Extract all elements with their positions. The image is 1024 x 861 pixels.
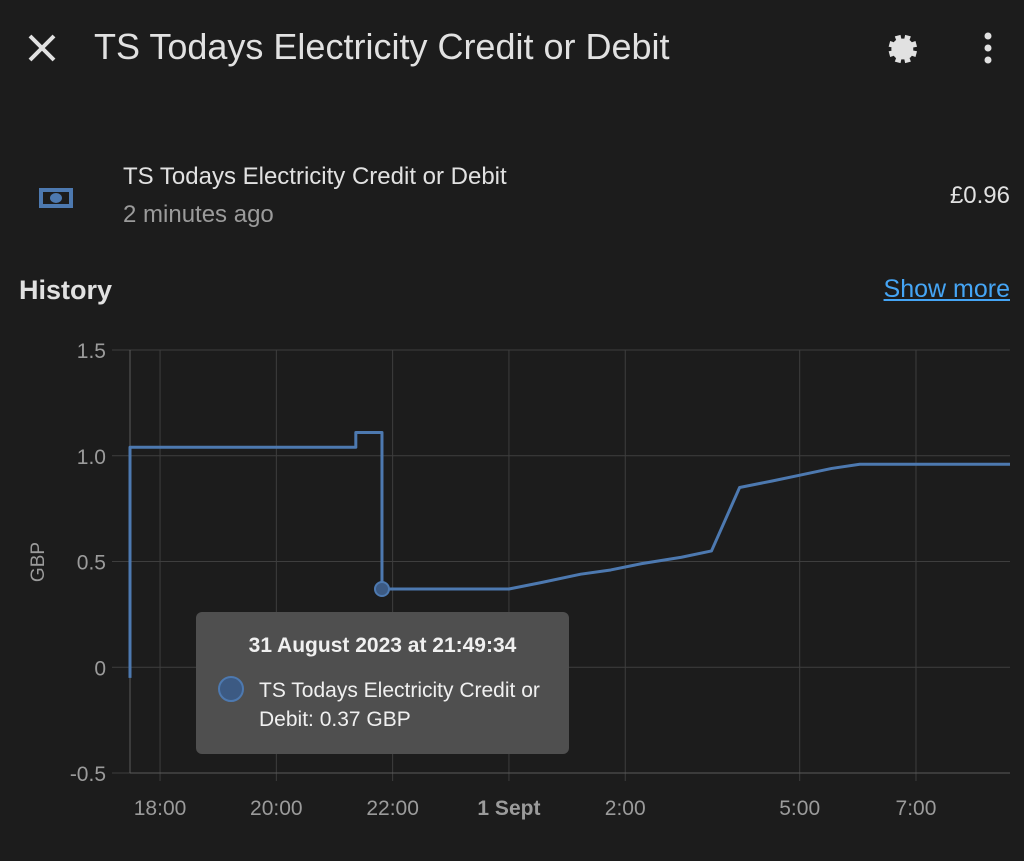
dialog-header: TS Todays Electricity Credit or Debit xyxy=(0,0,1024,96)
y-axis-label: GBP xyxy=(28,542,49,582)
cash-icon xyxy=(39,188,73,208)
y-tick-label: 0.5 xyxy=(77,552,106,575)
dialog-title: TS Todays Electricity Credit or Debit xyxy=(94,26,670,67)
series-marker-icon xyxy=(218,676,244,702)
show-more-link[interactable]: Show more xyxy=(883,275,1010,303)
history-chart[interactable]: 1.5 1.0 0.5 0 -0.5 18:00 20:00 22:00 1 Sept 2:00 5… xyxy=(0,330,1024,830)
close-icon[interactable] xyxy=(22,28,62,68)
x-tick-label: 20:00 xyxy=(250,797,303,820)
y-tick-label: 1.0 xyxy=(77,446,106,469)
more-vertical-icon[interactable] xyxy=(972,28,1004,68)
x-tick-label: 2:00 xyxy=(605,797,646,820)
x-tick-label: 22:00 xyxy=(366,797,419,820)
tooltip-label: TS Todays Electricity Credit or Debit: 0… xyxy=(259,679,540,731)
history-heading: History xyxy=(19,275,113,305)
series-line xyxy=(128,430,1010,678)
entity-name: TS Todays Electricity Credit or Debit xyxy=(123,163,507,190)
y-tick-label: 0 xyxy=(94,657,106,680)
y-tick-label: 1.5 xyxy=(77,340,106,363)
entity-state: £0.96 xyxy=(949,182,1010,209)
x-tick-label: 7:00 xyxy=(896,797,937,820)
y-tick-label: -0.5 xyxy=(70,763,106,786)
x-tick-label: 1 Sept xyxy=(477,797,540,820)
chart-tooltip: 31 August 2023 at 21:49:34 TS Todays Ele… xyxy=(196,612,569,754)
tooltip-title: 31 August 2023 at 21:49:34 xyxy=(248,634,517,657)
gear-icon[interactable] xyxy=(876,26,922,72)
highlight-point xyxy=(373,580,390,597)
x-tick-label: 18:00 xyxy=(134,797,187,820)
x-tick-label: 5:00 xyxy=(779,797,820,820)
entity-last-changed: 2 minutes ago xyxy=(123,201,274,228)
